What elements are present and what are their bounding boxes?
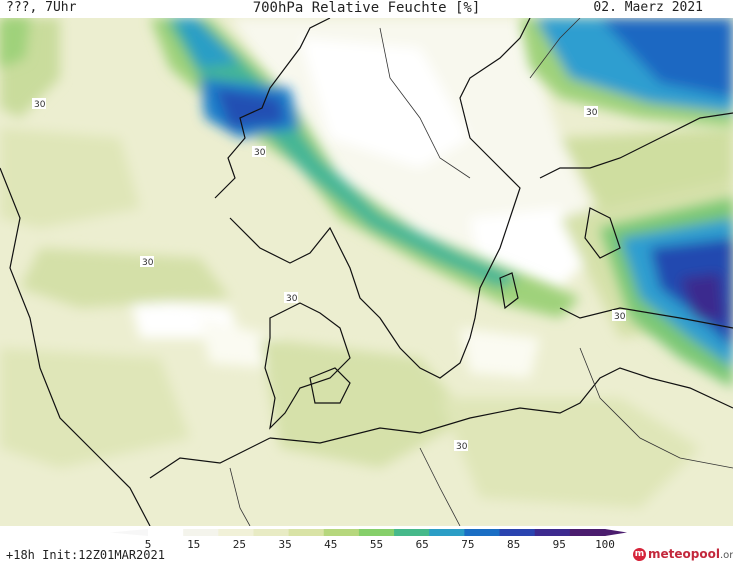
sweden-coast bbox=[229, 18, 531, 379]
colorbar-label: 75 bbox=[461, 538, 474, 551]
logo-text: meteopool.org bbox=[648, 547, 733, 561]
colorbar-label: 25 bbox=[233, 538, 246, 551]
date-label: 02. Maerz 2021 bbox=[593, 0, 703, 15]
colorbar-swatch bbox=[323, 529, 360, 536]
baltic-south-coast bbox=[269, 367, 733, 444]
colorbar-label: 65 bbox=[416, 538, 429, 551]
map-title: 700hPa Relative Feuchte [%] bbox=[252, 0, 481, 16]
contour-label-4: 30 bbox=[142, 258, 154, 268]
colorbar-label: 85 bbox=[507, 538, 520, 551]
meteopool-logo-icon: m bbox=[633, 548, 646, 561]
logo-main: meteopool bbox=[648, 547, 720, 561]
humidity-field bbox=[0, 18, 733, 508]
contour-label-6: 30 bbox=[614, 312, 626, 322]
finland-coast bbox=[539, 112, 733, 179]
colorbar-label: 95 bbox=[553, 538, 566, 551]
contour-labels: 30 30 30 30 30 30 30 bbox=[32, 98, 626, 452]
colorbar-label: 100 bbox=[595, 538, 615, 551]
contour-label-3: 30 bbox=[586, 108, 598, 118]
colorbar-swatch bbox=[464, 529, 501, 536]
sweden-finland-border bbox=[529, 18, 581, 79]
header: ???, 7Uhr 700hPa Relative Feuchte [%] 02… bbox=[0, 0, 733, 18]
colorbar-label: 5 bbox=[145, 538, 152, 551]
gotland bbox=[499, 272, 519, 310]
colorbar-swatch bbox=[288, 529, 325, 536]
contour-label-5: 30 bbox=[286, 294, 298, 304]
germany-border bbox=[419, 447, 461, 526]
saaremaa bbox=[584, 207, 621, 259]
moisture-band bbox=[0, 18, 733, 388]
colorbar-swatch bbox=[218, 529, 254, 536]
colorbar-label: 15 bbox=[187, 538, 200, 551]
colorbar-swatch bbox=[429, 529, 465, 536]
colorbar-swatch bbox=[534, 529, 571, 536]
colorbar-swatch bbox=[569, 529, 606, 536]
colorbar-arrow-right bbox=[605, 529, 627, 536]
denmark-islands bbox=[309, 367, 351, 404]
colorbar-swatch bbox=[148, 529, 184, 536]
colorbar-label: 55 bbox=[370, 538, 383, 551]
coastlines bbox=[0, 18, 733, 526]
footer: 5 15 25 35 45 55 65 75 85 95 100 +18h Init:12Z01MA… bbox=[0, 526, 733, 566]
contour-label-1: 30 bbox=[34, 100, 46, 110]
colorbar-swatch bbox=[253, 529, 290, 536]
norway-sweden-border bbox=[379, 27, 471, 179]
britain-coast bbox=[0, 167, 151, 526]
north-sea-coast bbox=[149, 437, 271, 479]
colorbar-swatch bbox=[358, 529, 395, 536]
location-label: ???, 7Uhr bbox=[6, 0, 77, 15]
contour-label-2: 30 bbox=[254, 148, 266, 158]
netherlands-border bbox=[229, 467, 251, 526]
colorbar-swatch bbox=[394, 529, 430, 536]
contour-label-7: 30 bbox=[456, 442, 468, 452]
colorbar-swatch bbox=[499, 529, 536, 536]
colorbar-label: 45 bbox=[324, 538, 337, 551]
meteopool-logo[interactable]: m meteopool.org bbox=[633, 546, 733, 564]
denmark-jutland bbox=[264, 302, 351, 430]
borders bbox=[229, 18, 733, 526]
logo-suffix: .org bbox=[719, 550, 733, 561]
init-label: +18h Init:12Z01MAR2021 bbox=[6, 548, 165, 562]
poland-border bbox=[579, 347, 733, 469]
colorbar: 5 15 25 35 45 55 65 75 85 95 100 bbox=[110, 529, 627, 551]
humidity-map: 30 30 30 30 30 30 30 bbox=[0, 18, 733, 526]
colorbar-label: 35 bbox=[278, 538, 291, 551]
colorbar-arrow-left bbox=[110, 529, 148, 536]
norway-coast bbox=[214, 18, 331, 199]
colorbar-swatch bbox=[183, 529, 219, 536]
baltic-east-coast bbox=[559, 307, 733, 329]
